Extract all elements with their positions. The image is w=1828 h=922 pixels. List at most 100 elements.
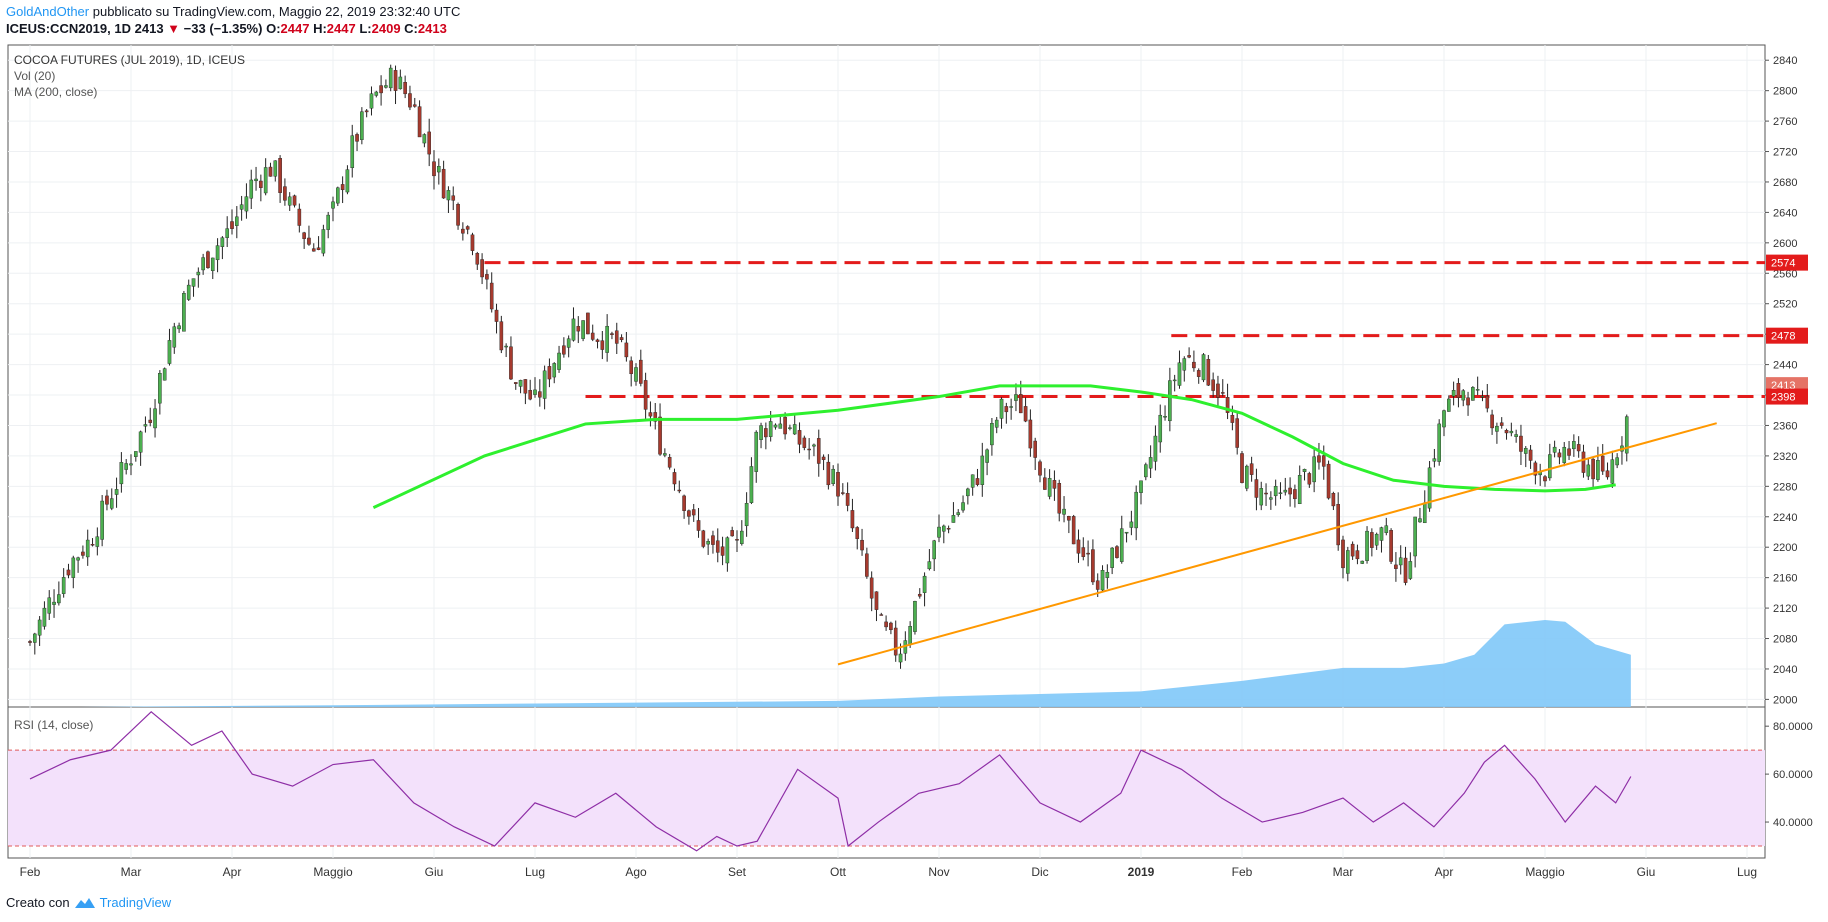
x-tick-label: Feb — [20, 865, 41, 879]
candle-body — [994, 419, 999, 428]
candle-body — [720, 546, 725, 556]
candle-body — [595, 339, 600, 342]
candle-body — [927, 561, 932, 570]
candle-body — [1346, 550, 1350, 574]
candle-body — [759, 425, 763, 440]
y-tick-label: 2720 — [1773, 147, 1797, 159]
resistance-lines — [484, 261, 1765, 399]
candle-body — [1456, 383, 1461, 398]
candle-body — [422, 134, 427, 144]
candle-body — [66, 569, 71, 576]
candle-body — [1408, 561, 1413, 579]
author-link[interactable]: GoldAndOther — [6, 4, 90, 19]
candle-body — [1341, 539, 1345, 569]
candle-body — [658, 416, 662, 455]
legend-title: COCOA FUTURES (JUL 2019), 1D, ICEUS — [14, 53, 245, 67]
candle-body — [239, 204, 244, 210]
candle-body — [331, 201, 335, 209]
candle-body — [1418, 518, 1422, 523]
candle-body — [124, 463, 128, 470]
candle-body — [1038, 461, 1042, 476]
candle-body — [1091, 549, 1095, 583]
candle-body — [735, 539, 739, 541]
candle-body — [1466, 397, 1470, 406]
candle-body — [263, 167, 268, 194]
candle-body — [489, 282, 494, 310]
candle-body — [1307, 473, 1312, 485]
rsi-tick-label: 40.0000 — [1773, 817, 1813, 829]
price-label: 2478 — [1771, 331, 1795, 343]
candle-body — [961, 502, 965, 511]
y-tick-label: 2160 — [1773, 573, 1797, 585]
x-tick-label: Ago — [625, 865, 647, 879]
price-label: 2398 — [1771, 392, 1795, 404]
x-tick-label: Ott — [830, 865, 847, 879]
candle-body — [1163, 416, 1167, 418]
candle-body — [1230, 415, 1235, 423]
candle-body — [1548, 454, 1552, 479]
candle-body — [427, 131, 431, 155]
candle-body — [826, 461, 831, 486]
candle-body — [499, 321, 504, 351]
candle-body — [860, 539, 864, 551]
candle-body — [773, 424, 778, 428]
candle-body — [206, 251, 210, 269]
candle-body — [1057, 483, 1062, 514]
rsi-line — [29, 710, 1632, 852]
candle-body — [90, 544, 95, 546]
candle-body — [884, 621, 888, 628]
candle-body — [643, 380, 648, 410]
candle-body — [1528, 449, 1533, 461]
candle-body — [1047, 478, 1052, 497]
candle-body — [311, 248, 316, 252]
candle-body — [725, 537, 730, 564]
candle-body — [321, 229, 326, 254]
candle-body — [985, 449, 989, 463]
candle-body — [1451, 390, 1456, 397]
candle-body — [855, 527, 860, 539]
candle-body — [865, 553, 869, 577]
candle-body — [841, 492, 845, 494]
candle-body — [1201, 354, 1206, 381]
candle-body — [889, 622, 893, 631]
candle-body — [1331, 493, 1336, 507]
x-tick-label: 2019 — [1128, 865, 1155, 879]
y-tick-label: 2320 — [1773, 451, 1797, 463]
candle-body — [369, 93, 374, 109]
candle-body — [1360, 560, 1365, 564]
candle-body — [1124, 531, 1129, 534]
candle-body — [610, 333, 614, 335]
x-tick-label: Apr — [223, 865, 242, 879]
candle-body — [129, 463, 133, 466]
candle-body — [1139, 480, 1143, 493]
candle-body — [61, 577, 66, 594]
candle-body — [1269, 497, 1273, 500]
candle-body — [196, 271, 201, 276]
candle-body — [509, 346, 513, 380]
candle-body — [1365, 530, 1369, 561]
candle-body — [783, 416, 787, 435]
tradingview-logo-icon — [74, 897, 95, 908]
trendline — [837, 422, 1717, 666]
candle-body — [542, 370, 547, 399]
candle-body — [268, 166, 273, 177]
candle-body — [1293, 489, 1297, 500]
candle-body — [1447, 398, 1451, 412]
candle-body — [191, 278, 196, 287]
candle-body — [374, 91, 379, 96]
candle-body — [614, 330, 619, 344]
candle-body — [52, 601, 56, 605]
candle-body — [576, 326, 581, 332]
y-tick-label: 2000 — [1773, 694, 1797, 706]
candle-body — [706, 541, 710, 545]
candle-body — [778, 423, 783, 429]
candle-body — [1615, 457, 1619, 466]
tradingview-brand-link[interactable]: TradingView — [99, 895, 172, 910]
footer: Creato con TradingView — [6, 895, 171, 910]
candle-body — [388, 67, 393, 89]
candle-body — [744, 503, 749, 527]
candle-body — [95, 536, 100, 547]
candle-body — [210, 257, 215, 272]
candle-body — [316, 247, 321, 250]
